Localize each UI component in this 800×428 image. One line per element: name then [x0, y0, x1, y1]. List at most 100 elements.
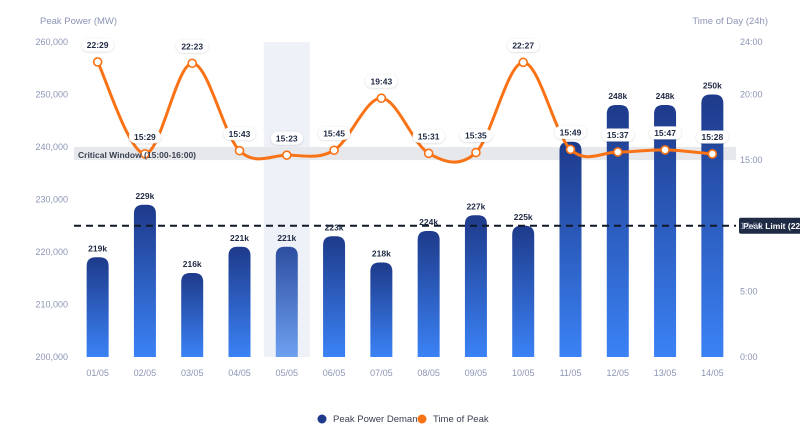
x-tick: 09/05 [465, 368, 488, 378]
time-label-box [554, 125, 587, 139]
x-tick: 12/05 [607, 368, 630, 378]
time-of-peak-point [140, 149, 150, 159]
peak-limit-badge [739, 217, 800, 234]
time-label-box [649, 126, 682, 140]
bar-peak-power [370, 262, 393, 357]
time-of-peak-label: 15:37 [607, 130, 629, 140]
y-tick-left: 210,000 [35, 300, 68, 310]
bar-peak-power [86, 257, 109, 357]
x-tick: 01/05 [86, 368, 109, 378]
bar-value-label: 218k [372, 249, 391, 259]
bar-peak-power [417, 231, 440, 357]
bar-value-label: 227k [466, 201, 485, 211]
time-of-peak-label: 15:47 [654, 128, 676, 138]
bar-value-label: 221k [230, 233, 249, 243]
bar-peak-power [181, 273, 204, 357]
time-of-peak-label: 22:23 [181, 41, 203, 51]
x-tick: 08/05 [417, 368, 440, 378]
y-tick-left: 240,000 [35, 142, 68, 152]
bar-peak-power [275, 246, 298, 357]
time-label-box [270, 131, 303, 145]
bar-peak-power [654, 105, 677, 357]
bar-value-label: 225k [514, 212, 533, 222]
y-tick-right: 24:00 [740, 37, 763, 47]
time-of-peak-point [423, 148, 434, 159]
y-tick-left: 250,000 [35, 90, 68, 100]
bar-value-label: 229k [135, 191, 154, 201]
critical-window-label: Critical Window (15:00-16:00) [78, 150, 196, 160]
y-tick-right: 20:00 [740, 90, 763, 100]
bar-peak-power [228, 246, 251, 357]
x-tick: 04/05 [228, 368, 251, 378]
time-label-box [81, 38, 114, 52]
bar-value-label: 248k [608, 91, 627, 101]
time-of-peak-point [281, 150, 292, 160]
time-label-box [176, 39, 209, 53]
time-label-box [696, 130, 729, 144]
legend-label-demand: Peak Power Demand [333, 414, 423, 425]
time-of-peak-label: 15:29 [134, 132, 156, 142]
legend-swatch-time [417, 414, 427, 424]
time-label-box [412, 129, 445, 143]
time-label-box [223, 127, 256, 141]
time-of-peak-point [612, 147, 623, 157]
bar-value-label: 219k [88, 243, 107, 253]
bar-peak-power [464, 215, 487, 357]
time-of-peak-label: 15:49 [560, 128, 582, 138]
time-of-peak-label: 15:43 [229, 129, 251, 139]
time-label-box [601, 128, 634, 142]
bar-peak-power [606, 105, 629, 357]
legend-swatch-demand [317, 414, 327, 424]
x-tick: 14/05 [701, 368, 724, 378]
time-of-peak-label: 15:28 [701, 132, 723, 142]
y-tick-left: 220,000 [35, 247, 68, 257]
bar-peak-power [323, 236, 346, 357]
time-of-peak-point [707, 149, 718, 159]
time-of-peak-point [187, 58, 198, 69]
right-axis-title: Time of Day (24h) [692, 16, 768, 27]
x-tick: 03/05 [181, 368, 204, 378]
x-tick: 11/05 [560, 368, 582, 378]
time-of-peak-label: 15:31 [418, 132, 440, 142]
time-of-peak-line [96, 60, 714, 164]
time-of-peak-label: 22:29 [87, 40, 109, 50]
y-tick-right: 10:00 [740, 221, 763, 231]
x-tick: 02/05 [134, 368, 157, 378]
y-tick-left: 230,000 [35, 195, 68, 205]
time-of-peak-point [92, 57, 103, 67]
time-of-peak-point [329, 145, 339, 156]
legend-label-time: Time of Peak [433, 414, 489, 425]
time-of-peak-point [234, 145, 245, 156]
bar-value-label: 224k [419, 217, 438, 227]
x-tick: 10/05 [512, 368, 535, 378]
time-of-peak-point [471, 147, 481, 158]
time-label-box [459, 129, 492, 143]
bar-value-label: 248k [656, 91, 675, 101]
y-tick-left: 260,000 [35, 37, 68, 47]
bar-peak-power [133, 204, 156, 357]
time-of-peak-point [376, 93, 387, 103]
y-tick-right: 0:00 [740, 352, 758, 362]
time-of-peak-point [660, 145, 670, 155]
time-of-peak-label: 15:45 [323, 128, 345, 138]
x-tick: 06/05 [323, 368, 346, 378]
peak-limit-label: Peak Limit (225 [743, 221, 800, 231]
bar-value-label: 223k [325, 222, 344, 232]
x-tick: 13/05 [654, 368, 677, 378]
time-of-peak-label: 19:43 [370, 76, 392, 86]
bar-peak-power [559, 141, 582, 357]
x-tick: 05/05 [276, 368, 299, 378]
y-tick-left: 200,000 [35, 352, 68, 362]
bar-value-label: 221k [277, 233, 296, 243]
time-label-box [318, 126, 351, 140]
time-label-box [128, 130, 161, 144]
legend: Peak Power Demand Time of Peak [317, 414, 489, 425]
time-label-box [507, 38, 540, 52]
bar-value-label: 250k [703, 81, 722, 91]
bar-value-label: 216k [183, 259, 202, 269]
time-of-peak-label: 22:27 [512, 41, 534, 51]
time-of-peak-label: 15:23 [276, 133, 298, 143]
y-tick-right: 5:00 [740, 286, 758, 296]
time-of-peak-point [565, 144, 576, 155]
